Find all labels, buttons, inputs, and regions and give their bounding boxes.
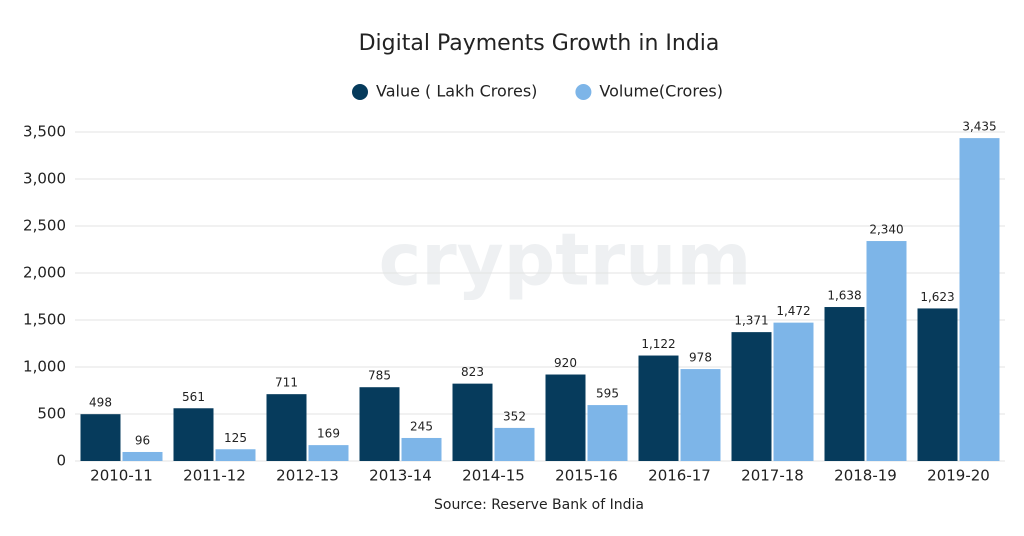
x-tick-label: 2018-19 (834, 467, 897, 485)
value-label: 352 (503, 409, 526, 423)
value-label: 1,638 (827, 289, 861, 303)
y-tick-label: 3,000 (23, 170, 66, 188)
bar (494, 427, 535, 461)
bar (359, 387, 400, 461)
x-tick-label: 2014-15 (462, 467, 525, 485)
y-tick-label: 3,500 (23, 123, 66, 141)
bar (401, 437, 442, 461)
bar (587, 405, 628, 461)
legend-marker (575, 84, 592, 100)
bar (266, 394, 307, 461)
bar (680, 369, 721, 461)
bar (917, 308, 958, 461)
x-tick-label: 2017-18 (741, 467, 804, 485)
source-note: Source: Reserve Bank of India (434, 497, 644, 513)
value-label: 96 (135, 433, 150, 447)
bar (545, 374, 586, 461)
bar (866, 241, 907, 461)
y-tick-label: 1,500 (23, 311, 66, 329)
watermark: cryptrum (379, 218, 752, 302)
bar (173, 408, 214, 461)
legend-label: Value ( Lakh Crores) (376, 82, 537, 101)
value-label: 2,340 (869, 223, 903, 237)
bar (773, 322, 814, 461)
x-tick-label: 2019-20 (927, 467, 990, 485)
value-label: 1,371 (734, 314, 768, 328)
bar (122, 451, 163, 461)
legend-label: Volume(Crores) (599, 82, 723, 101)
y-tick-label: 0 (56, 452, 66, 470)
bar (638, 355, 679, 461)
value-label: 245 (410, 419, 433, 433)
bar (308, 445, 349, 461)
bar (215, 449, 256, 461)
y-tick-label: 500 (37, 405, 66, 423)
value-label: 1,122 (641, 337, 675, 351)
x-tick-label: 2013-14 (369, 467, 432, 485)
value-label: 561 (182, 390, 205, 404)
bar (452, 383, 493, 461)
value-label: 169 (317, 427, 340, 441)
x-tick-label: 2015-16 (555, 467, 618, 485)
value-label: 595 (596, 387, 619, 401)
bar (824, 307, 865, 461)
x-tick-label: 2012-13 (276, 467, 339, 485)
value-label: 1,623 (920, 290, 954, 304)
bar (731, 332, 772, 461)
value-label: 3,435 (962, 120, 996, 134)
bar (959, 138, 1000, 462)
value-label: 498 (89, 396, 112, 410)
value-label: 978 (689, 351, 712, 365)
y-tick-label: 2,500 (23, 217, 66, 235)
y-tick-label: 1,000 (23, 358, 66, 376)
value-label: 1,472 (776, 304, 810, 318)
x-tick-label: 2011-12 (183, 467, 246, 485)
legend-marker (352, 84, 368, 100)
value-label: 711 (275, 376, 298, 390)
value-label: 785 (368, 369, 391, 383)
y-tick-label: 2,000 (23, 264, 66, 282)
x-tick-label: 2016-17 (648, 467, 711, 485)
value-label: 823 (461, 365, 484, 379)
x-tick-label: 2010-11 (90, 467, 153, 485)
value-label: 920 (554, 356, 577, 370)
value-label: 125 (224, 431, 247, 445)
bar (80, 414, 121, 461)
chart-title: Digital Payments Growth in India (359, 31, 720, 56)
